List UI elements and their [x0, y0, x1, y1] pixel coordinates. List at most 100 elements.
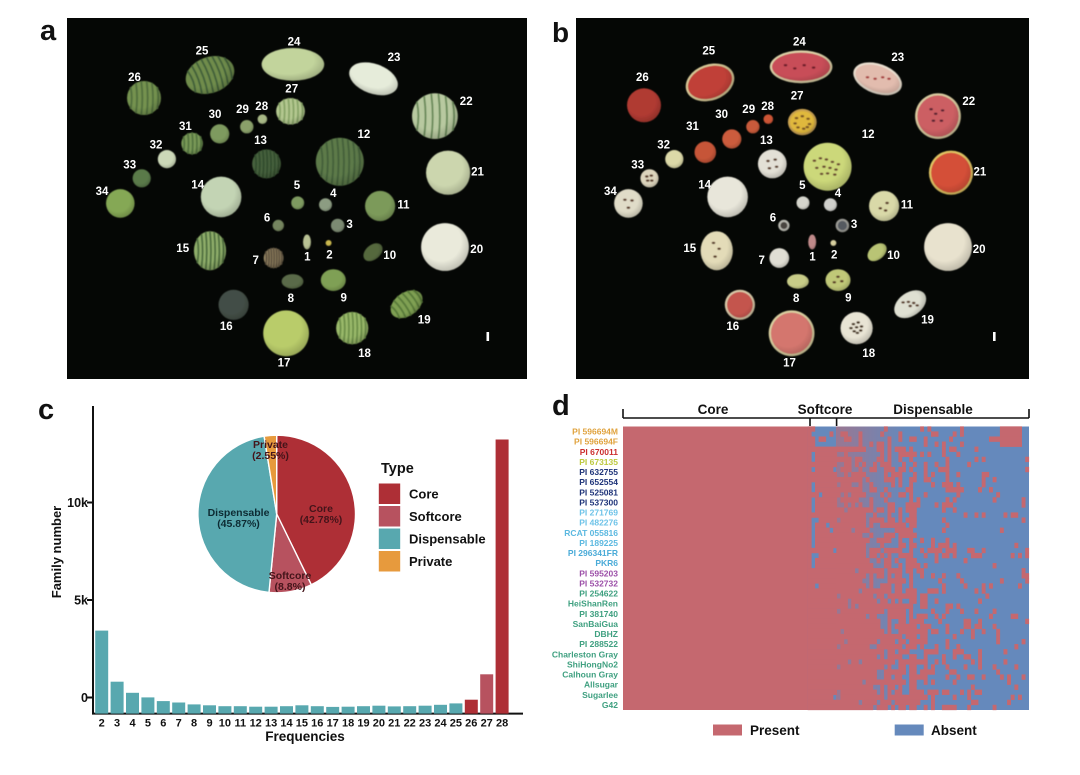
svg-text:8: 8 — [288, 293, 295, 305]
svg-text:Private: Private — [253, 439, 288, 451]
svg-text:12: 12 — [862, 129, 875, 141]
svg-text:3: 3 — [851, 219, 857, 231]
svg-text:RCAT 055816: RCAT 055816 — [564, 528, 618, 538]
svg-text:9: 9 — [845, 293, 851, 305]
svg-text:31: 31 — [179, 121, 192, 133]
svg-text:24: 24 — [288, 36, 301, 48]
svg-text:8: 8 — [793, 293, 800, 305]
svg-text:14: 14 — [280, 718, 293, 730]
svg-text:30: 30 — [209, 109, 222, 121]
svg-text:15: 15 — [296, 718, 308, 730]
svg-text:13: 13 — [760, 135, 773, 147]
svg-text:6: 6 — [770, 213, 776, 225]
svg-text:11: 11 — [234, 718, 246, 730]
svg-text:22: 22 — [404, 718, 416, 730]
svg-text:28: 28 — [761, 101, 774, 113]
svg-text:17: 17 — [783, 358, 796, 370]
svg-text:HeiShanRen: HeiShanRen — [568, 599, 618, 609]
svg-text:34: 34 — [604, 186, 617, 198]
svg-text:10: 10 — [887, 250, 900, 262]
svg-text:15: 15 — [683, 243, 696, 255]
svg-text:17: 17 — [278, 358, 291, 370]
svg-text:Type: Type — [381, 461, 414, 477]
svg-text:Present: Present — [750, 723, 800, 738]
svg-text:13: 13 — [254, 135, 267, 147]
svg-text:(8.8%): (8.8%) — [275, 581, 306, 593]
svg-text:Core: Core — [409, 487, 439, 502]
svg-text:19: 19 — [921, 315, 934, 327]
svg-text:16: 16 — [220, 321, 233, 333]
svg-text:28: 28 — [255, 101, 268, 113]
svg-text:1: 1 — [809, 252, 816, 264]
svg-text:5: 5 — [799, 180, 806, 192]
svg-text:Dispensable: Dispensable — [208, 507, 270, 519]
svg-text:6: 6 — [264, 213, 270, 225]
svg-text:Dispensable: Dispensable — [409, 532, 486, 547]
svg-text:25: 25 — [196, 46, 209, 58]
svg-text:25: 25 — [702, 46, 715, 58]
svg-text:Family number: Family number — [49, 506, 64, 598]
svg-text:PI 596694M: PI 596694M — [572, 427, 618, 437]
svg-text:2: 2 — [326, 250, 332, 262]
svg-text:26: 26 — [465, 718, 477, 730]
svg-text:7: 7 — [252, 255, 258, 267]
svg-text:DBHZ: DBHZ — [594, 629, 618, 639]
svg-text:13: 13 — [265, 718, 277, 730]
svg-text:2: 2 — [99, 718, 105, 730]
svg-text:3: 3 — [114, 718, 120, 730]
svg-text:31: 31 — [686, 121, 699, 133]
svg-text:26: 26 — [128, 72, 141, 84]
svg-text:PI 673135: PI 673135 — [579, 457, 618, 467]
svg-text:27: 27 — [481, 718, 493, 730]
svg-text:14: 14 — [698, 179, 711, 191]
svg-text:PI 525081: PI 525081 — [579, 487, 618, 497]
svg-text:PI 288522: PI 288522 — [579, 639, 618, 649]
svg-text:4: 4 — [129, 718, 136, 730]
svg-text:Softcore: Softcore — [409, 509, 462, 524]
svg-text:5k: 5k — [74, 594, 88, 608]
svg-text:24: 24 — [434, 718, 447, 730]
svg-text:28: 28 — [496, 718, 508, 730]
svg-text:14: 14 — [191, 179, 204, 191]
svg-text:PI 254622: PI 254622 — [579, 589, 618, 599]
svg-text:23: 23 — [419, 718, 431, 730]
svg-text:SanBaiGua: SanBaiGua — [573, 619, 619, 629]
svg-text:PI 595203: PI 595203 — [579, 568, 618, 578]
svg-text:10: 10 — [383, 250, 396, 262]
svg-text:16: 16 — [311, 718, 323, 730]
svg-text:PKR6: PKR6 — [595, 558, 618, 568]
svg-text:ShiHongNo2: ShiHongNo2 — [567, 659, 618, 669]
svg-text:PI 537300: PI 537300 — [579, 497, 618, 507]
svg-text:27: 27 — [285, 84, 298, 96]
svg-text:29: 29 — [742, 104, 755, 116]
svg-text:d: d — [552, 390, 570, 422]
svg-text:PI 189225: PI 189225 — [579, 538, 618, 548]
svg-text:9: 9 — [340, 293, 346, 305]
svg-text:0: 0 — [81, 691, 88, 705]
svg-text:18: 18 — [342, 718, 354, 730]
svg-text:5: 5 — [294, 180, 301, 192]
svg-text:33: 33 — [631, 159, 644, 171]
svg-text:a: a — [40, 15, 57, 47]
svg-text:19: 19 — [418, 315, 431, 327]
svg-text:20: 20 — [973, 244, 986, 256]
svg-text:Allsugar: Allsugar — [584, 680, 619, 690]
svg-text:27: 27 — [791, 91, 804, 103]
svg-text:24: 24 — [793, 36, 806, 48]
svg-text:32: 32 — [657, 140, 670, 152]
svg-text:4: 4 — [835, 188, 842, 200]
svg-text:21: 21 — [471, 167, 484, 179]
svg-text:8: 8 — [191, 718, 197, 730]
svg-text:1: 1 — [304, 252, 311, 264]
svg-text:Frequencies: Frequencies — [265, 729, 345, 744]
svg-text:23: 23 — [891, 52, 904, 64]
svg-text:Sugarlee: Sugarlee — [582, 690, 618, 700]
svg-text:(42.78%): (42.78%) — [300, 514, 343, 526]
svg-text:Charleston Gray: Charleston Gray — [552, 649, 618, 659]
svg-text:6: 6 — [160, 718, 166, 730]
svg-text:c: c — [38, 394, 54, 426]
svg-text:Calhoun Gray: Calhoun Gray — [562, 670, 618, 680]
svg-text:PI 381740: PI 381740 — [579, 609, 618, 619]
svg-text:22: 22 — [460, 96, 473, 108]
svg-text:20: 20 — [470, 244, 483, 256]
